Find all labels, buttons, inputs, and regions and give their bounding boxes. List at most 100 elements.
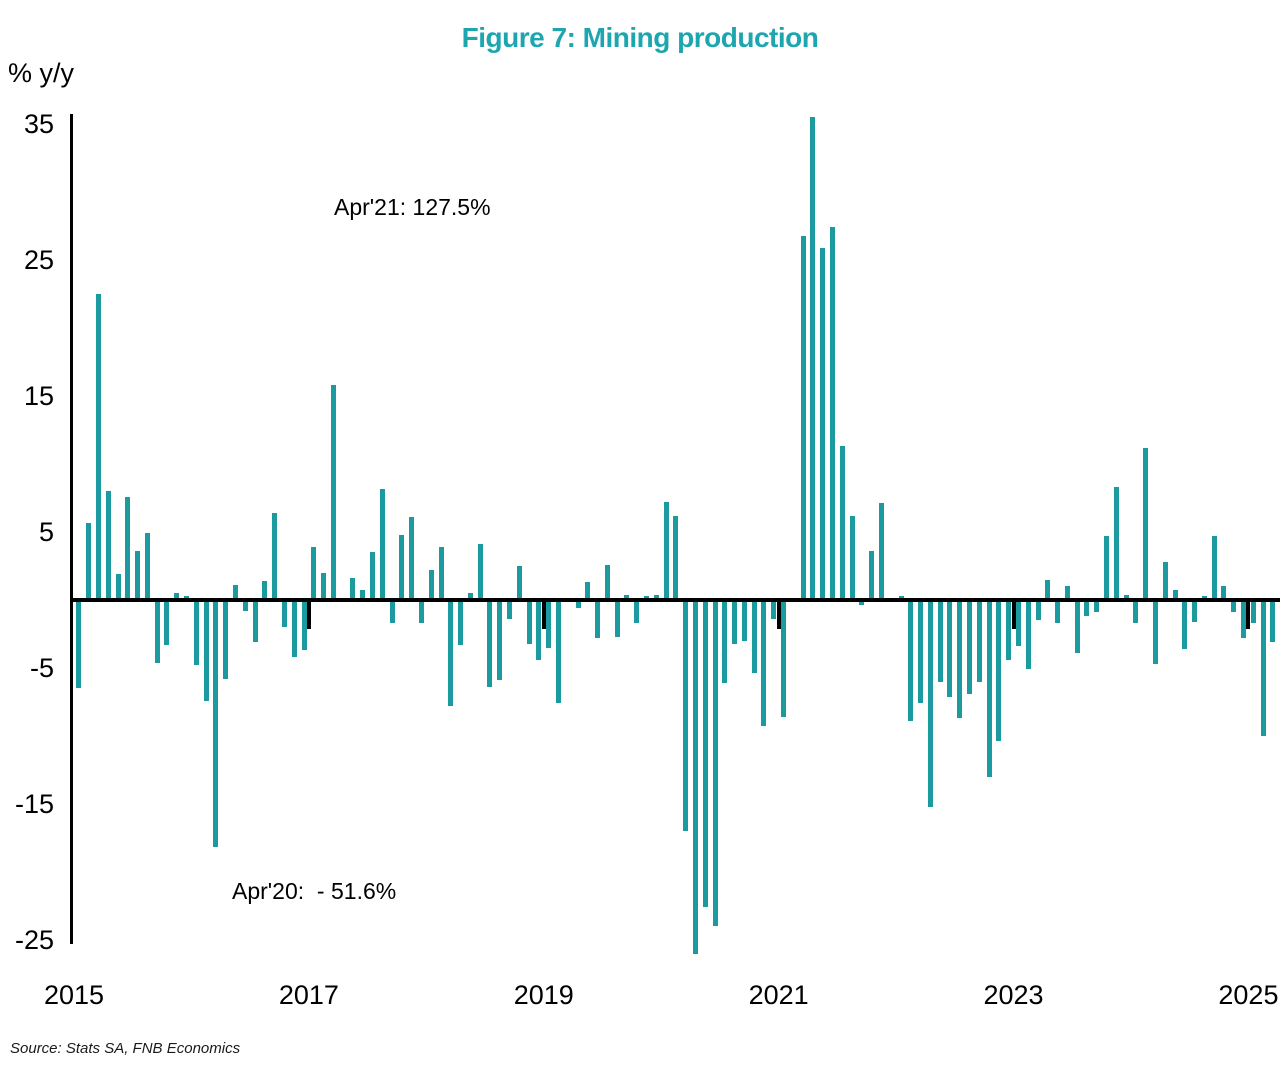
data-bar	[653, 594, 659, 600]
data-bar	[1260, 600, 1266, 736]
x-axis-tick-label: 2023	[983, 980, 1044, 1010]
data-bar	[1221, 586, 1227, 600]
x-axis-year-tick	[1011, 600, 1016, 629]
data-bar	[262, 580, 268, 600]
x-axis-tick-label: 2021	[748, 980, 809, 1010]
data-bar	[516, 566, 522, 600]
data-bar	[272, 512, 278, 600]
data-bar	[683, 600, 689, 832]
data-bar	[1113, 487, 1119, 600]
data-bar	[203, 600, 209, 701]
data-bar	[595, 600, 601, 639]
y-axis-line	[70, 114, 73, 944]
data-bar	[1094, 600, 1100, 613]
data-bar	[1133, 600, 1139, 624]
data-bar	[663, 502, 669, 600]
data-bar	[242, 600, 248, 611]
data-bar	[1162, 561, 1168, 600]
data-bar	[839, 446, 845, 600]
data-bar	[820, 247, 826, 600]
data-bar	[751, 600, 757, 674]
y-axis-tick-label: 15	[23, 381, 54, 412]
data-bar	[360, 590, 366, 600]
data-bar	[967, 600, 973, 694]
data-bar	[585, 582, 591, 600]
data-bar	[1241, 600, 1247, 639]
x-axis-tick-label: 2017	[278, 980, 339, 1010]
data-bar	[379, 488, 385, 600]
data-bar	[536, 600, 542, 660]
data-bar	[898, 595, 904, 600]
x-axis-tick-label: 2025	[1218, 980, 1279, 1010]
data-bar	[232, 585, 238, 600]
data-bar	[321, 572, 327, 600]
data-bar	[996, 600, 1002, 742]
data-bar	[154, 600, 160, 663]
data-bar	[604, 564, 610, 600]
data-bar	[555, 600, 561, 704]
x-axis-zero-line	[70, 598, 1280, 602]
data-bar	[1084, 600, 1090, 617]
data-bar	[95, 294, 101, 600]
data-bar	[291, 600, 297, 658]
data-bar	[144, 533, 150, 600]
data-bar	[1006, 600, 1012, 660]
data-bar	[497, 600, 503, 681]
data-bar	[947, 600, 953, 697]
y-axis-tick-label: -5	[29, 652, 54, 683]
data-bar	[829, 227, 835, 600]
data-bar	[164, 600, 170, 645]
data-bar	[330, 385, 336, 600]
data-bar	[634, 600, 640, 624]
data-bar	[673, 515, 679, 600]
data-bar	[467, 593, 473, 600]
data-bar	[575, 600, 581, 609]
x-axis-tick-label: 2015	[43, 980, 105, 1010]
data-bar	[624, 594, 630, 600]
data-bar	[105, 491, 111, 600]
source-note: Source: Stats SA, FNB Economics	[10, 1040, 241, 1057]
data-bar	[1035, 600, 1041, 621]
data-bar	[1192, 600, 1198, 622]
data-bar	[252, 600, 258, 643]
x-axis-year-tick	[541, 600, 546, 629]
data-bar	[487, 600, 493, 687]
data-bar	[86, 522, 92, 600]
data-bar	[869, 551, 875, 600]
data-bar	[1055, 600, 1061, 624]
data-bar	[927, 600, 933, 807]
data-bar	[1074, 600, 1080, 654]
data-bar	[370, 552, 375, 600]
annotation-apr-2021: Apr'21: 127.5%	[334, 194, 491, 220]
data-bar	[1152, 600, 1158, 664]
data-bar	[546, 600, 552, 648]
data-bar	[1211, 536, 1217, 600]
data-bar	[399, 534, 405, 600]
data-bar	[1172, 590, 1178, 600]
data-bar	[810, 117, 816, 600]
x-axis-year-tick	[776, 600, 781, 629]
data-bar	[918, 600, 924, 704]
data-bar	[1045, 579, 1051, 600]
y-axis-unit-label: % y/y	[8, 58, 75, 88]
data-bar	[458, 600, 464, 645]
data-bar	[1025, 600, 1031, 670]
data-bar	[428, 570, 434, 600]
data-bar	[281, 600, 287, 628]
data-bar	[800, 235, 806, 600]
data-bar	[125, 496, 131, 600]
data-bar	[350, 578, 356, 600]
data-bar	[1182, 600, 1188, 649]
data-bar	[692, 600, 698, 955]
data-bar	[614, 600, 620, 637]
data-bar	[1270, 600, 1276, 643]
data-bar	[1104, 536, 1110, 600]
data-bar	[986, 600, 992, 777]
data-bar	[781, 600, 787, 717]
data-bar	[76, 600, 82, 689]
y-axis-tick-label: 25	[23, 245, 54, 276]
data-bar	[702, 600, 708, 908]
data-bar	[311, 546, 317, 600]
data-bar	[477, 544, 483, 600]
data-bar	[135, 551, 141, 600]
